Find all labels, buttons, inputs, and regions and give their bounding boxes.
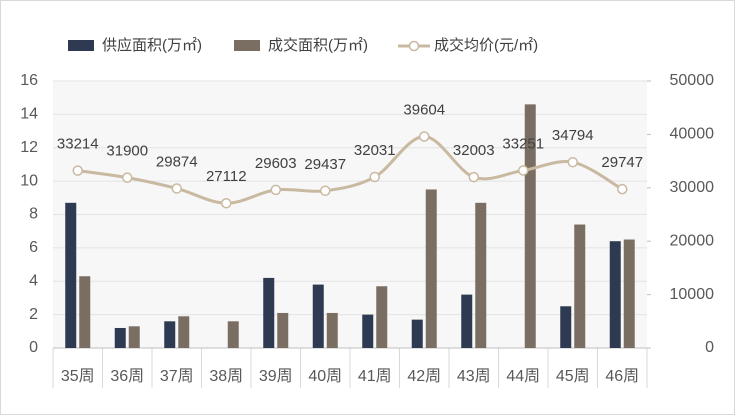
y2-tick-label: 50000 [670,72,715,89]
line-marker [617,183,628,195]
legend-swatch [408,40,420,52]
legend-label: 成交均价(元/㎡) [434,36,538,54]
bar [623,239,635,348]
x-tick-label: 39周 [259,368,293,385]
bar [560,306,572,348]
legend-label: 供应面积(万㎡) [102,36,202,54]
bar [326,312,338,348]
y2-tick-label: 0 [705,339,714,356]
y-tick-label: 8 [29,206,38,223]
y-tick-label: 12 [20,139,38,156]
bar [524,104,536,348]
bar [362,314,374,348]
data-label: 27112 [206,168,247,185]
bar [475,202,487,348]
line-marker [221,197,232,209]
x-tick-label: 37周 [160,368,194,385]
bar [609,241,621,348]
bar [312,284,324,348]
bar [227,321,239,348]
bar [277,312,289,348]
bar [376,286,388,348]
bar [461,294,473,348]
legend-swatch [234,40,260,51]
line-marker [369,171,380,183]
x-tick-label: 44周 [506,368,540,385]
x-tick-label: 40周 [308,368,342,385]
y2-tick-label: 10000 [670,286,715,303]
data-label: 32003 [453,142,495,159]
line-marker [320,185,331,197]
line-marker [171,183,182,194]
y2-tick-label: 20000 [670,232,715,249]
x-tick-label: 41周 [358,368,392,385]
line-marker [518,165,529,176]
y-tick-label: 10 [20,172,38,189]
data-label: 29874 [156,153,198,170]
bar [425,189,437,348]
x-tick-label: 35周 [61,368,95,385]
line-marker [468,171,479,183]
bar [65,202,77,348]
data-label: 31900 [106,143,148,160]
bar [128,326,140,348]
y-tick-label: 4 [29,272,38,289]
legend-label: 成交面积(万㎡) [268,36,368,54]
data-label: 33214 [57,136,99,153]
y-tick-label: 14 [20,106,38,123]
data-label: 29603 [255,155,297,172]
bar [411,319,423,348]
bar [164,321,176,348]
x-tick-label: 43周 [457,368,491,385]
bar [263,277,275,348]
x-tick-label: 36周 [110,368,144,385]
x-tick-label: 38周 [209,368,243,385]
line-marker [122,172,133,183]
bar [114,327,126,348]
data-label: 29437 [304,156,346,173]
line-marker [270,184,281,196]
data-label: 33251 [502,135,544,152]
line-marker [567,156,578,168]
y2-tick-label: 30000 [670,179,715,196]
data-label: 39604 [403,101,445,118]
bar [178,316,190,348]
data-label: 34794 [552,127,594,144]
y-tick-label: 16 [20,72,38,89]
line-marker [419,131,430,142]
bar [79,276,91,348]
legend-swatch [68,40,94,51]
y-tick-label: 2 [29,306,38,323]
data-label: 29747 [601,154,643,171]
bar [574,224,586,348]
data-label: 32031 [354,142,396,159]
line-marker [72,165,83,176]
x-tick-label: 45周 [556,368,590,385]
y2-tick-label: 40000 [670,126,715,143]
x-tick-label: 46周 [605,368,639,385]
y-tick-label: 0 [29,339,38,356]
y-tick-label: 6 [29,239,38,256]
x-tick-label: 42周 [407,368,441,385]
